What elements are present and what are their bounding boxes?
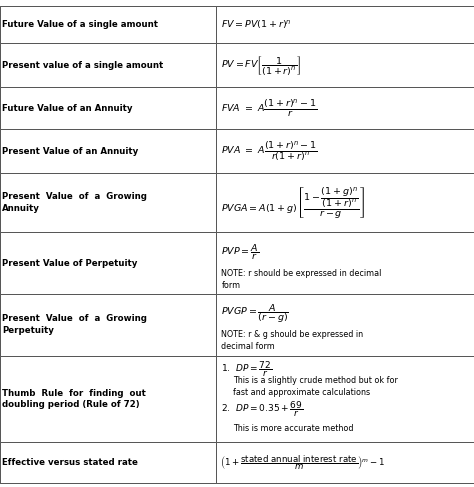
Text: NOTE: r & g should be expressed in
decimal form: NOTE: r & g should be expressed in decim…: [221, 330, 364, 351]
Text: This is a slightly crude method but ok for
fast and approximate calculations: This is a slightly crude method but ok f…: [233, 376, 398, 397]
Bar: [0, 173, 216, 232]
Text: $PVA\ =\ A\dfrac{(1+r)^{n}-1}{r(1+r)^{n}}$: $PVA\ =\ A\dfrac{(1+r)^{n}-1}{r(1+r)^{n}…: [221, 139, 318, 163]
Text: $PVP = \dfrac{A}{r}$: $PVP = \dfrac{A}{r}$: [221, 242, 259, 262]
Text: $\left(1 + \dfrac{\mathrm{stated\ annual\ interest\ rate}}{m}\right)^{m} - 1$: $\left(1 + \dfrac{\mathrm{stated\ annual…: [220, 453, 385, 472]
Bar: [0, 232, 216, 294]
Bar: [0, 356, 216, 442]
Bar: [216, 232, 474, 294]
Text: $PVGP = \dfrac{A}{(r-g)}$: $PVGP = \dfrac{A}{(r-g)}$: [221, 302, 289, 325]
Bar: [216, 43, 474, 87]
Bar: [0, 6, 216, 43]
Bar: [0, 87, 216, 129]
Bar: [216, 173, 474, 232]
Text: Future Value of a single amount: Future Value of a single amount: [2, 20, 158, 29]
Bar: [0, 442, 216, 483]
Bar: [216, 442, 474, 483]
Text: Future Value of an Annuity: Future Value of an Annuity: [2, 104, 133, 112]
Text: Present  Value  of  a  Growing
Perpetuity: Present Value of a Growing Perpetuity: [2, 314, 147, 335]
Bar: [216, 294, 474, 356]
Bar: [0, 43, 216, 87]
Text: $PVGA = A(1+g)\left[\dfrac{1-\dfrac{(1+g)^{n}}{(1+r)^{n}}}{r-g}\right]$: $PVGA = A(1+g)\left[\dfrac{1-\dfrac{(1+g…: [221, 185, 365, 221]
Text: Effective versus stated rate: Effective versus stated rate: [2, 458, 138, 467]
Text: Present Value of Perpetuity: Present Value of Perpetuity: [2, 259, 138, 268]
Text: Present Value of an Annuity: Present Value of an Annuity: [2, 147, 138, 155]
Text: 2.  $DP = 0.35 + \dfrac{69}{r}$: 2. $DP = 0.35 + \dfrac{69}{r}$: [221, 399, 304, 419]
Bar: [0, 294, 216, 356]
Bar: [216, 87, 474, 129]
Text: 1.  $DP = \dfrac{72}{r}$: 1. $DP = \dfrac{72}{r}$: [221, 359, 273, 379]
Text: NOTE: r should be expressed in decimal
form: NOTE: r should be expressed in decimal f…: [221, 269, 382, 290]
Text: $FVA\ =\ A\dfrac{(1+r)^{n}-1}{r}$: $FVA\ =\ A\dfrac{(1+r)^{n}-1}{r}$: [221, 97, 318, 119]
Text: Present value of a single amount: Present value of a single amount: [2, 61, 164, 70]
Text: This is more accurate method: This is more accurate method: [233, 424, 354, 433]
Bar: [216, 6, 474, 43]
Text: $PV = FV\left[\dfrac{1}{(1 + r)^{n}}\right]$: $PV = FV\left[\dfrac{1}{(1 + r)^{n}}\rig…: [221, 54, 301, 77]
Bar: [0, 129, 216, 173]
Bar: [216, 356, 474, 442]
Text: $FV = PV(1 + r)^{n}$: $FV = PV(1 + r)^{n}$: [221, 18, 292, 31]
Text: Thumb  Rule  for  finding  out
doubling period (Rule of 72): Thumb Rule for finding out doubling peri…: [2, 389, 146, 410]
Bar: [216, 129, 474, 173]
Text: Present  Value  of  a  Growing
Annuity: Present Value of a Growing Annuity: [2, 192, 147, 213]
